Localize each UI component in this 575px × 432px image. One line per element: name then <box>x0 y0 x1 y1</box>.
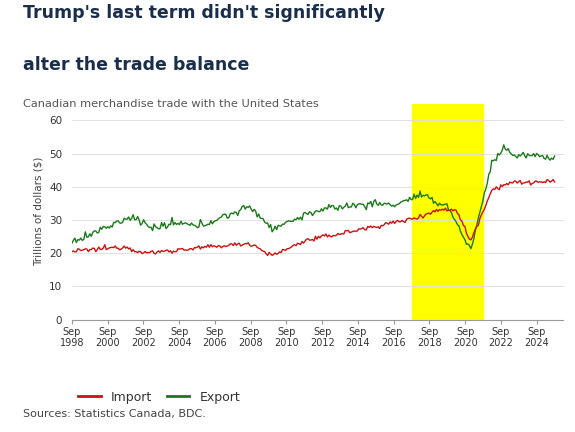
Text: alter the trade balance: alter the trade balance <box>23 56 250 74</box>
Text: Sources: Statistics Canada, BDC.: Sources: Statistics Canada, BDC. <box>23 409 206 419</box>
Y-axis label: Trillions of dollars ($): Trillions of dollars ($) <box>33 157 44 267</box>
Text: Canadian merchandise trade with the United States: Canadian merchandise trade with the Unit… <box>23 99 319 109</box>
Bar <box>412 104 483 320</box>
Legend: Import, Export: Import, Export <box>78 391 240 404</box>
Text: Trump's last term didn't significantly: Trump's last term didn't significantly <box>23 4 385 22</box>
